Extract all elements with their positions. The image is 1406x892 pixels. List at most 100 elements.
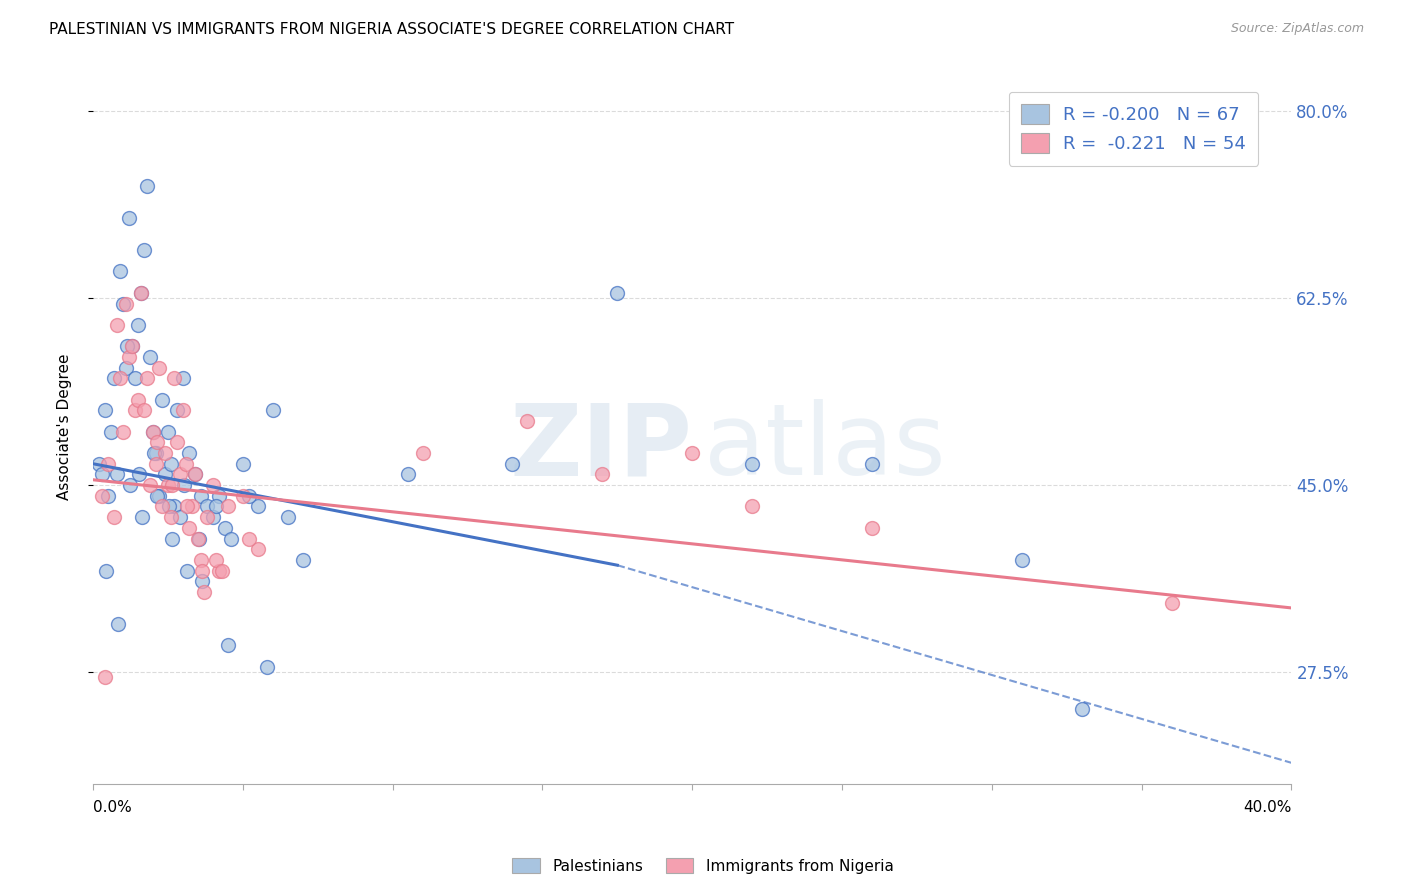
Text: PALESTINIAN VS IMMIGRANTS FROM NIGERIA ASSOCIATE'S DEGREE CORRELATION CHART: PALESTINIAN VS IMMIGRANTS FROM NIGERIA A… xyxy=(49,22,734,37)
Point xyxy=(396,467,419,482)
Point xyxy=(205,553,228,567)
Point xyxy=(256,659,278,673)
Point xyxy=(157,500,180,514)
Point xyxy=(195,510,218,524)
Point xyxy=(115,296,138,310)
Point xyxy=(94,403,117,417)
Point xyxy=(211,564,233,578)
Point xyxy=(214,521,236,535)
Point xyxy=(139,350,162,364)
Point xyxy=(291,553,314,567)
Point xyxy=(118,350,141,364)
Point xyxy=(166,403,188,417)
Point xyxy=(232,489,254,503)
Point xyxy=(124,371,146,385)
Point xyxy=(145,457,167,471)
Point xyxy=(142,425,165,439)
Point xyxy=(160,457,183,471)
Point xyxy=(153,467,176,482)
Point xyxy=(176,564,198,578)
Point xyxy=(217,500,239,514)
Point xyxy=(118,211,141,225)
Point xyxy=(105,318,128,332)
Point xyxy=(516,414,538,428)
Point xyxy=(124,403,146,417)
Point xyxy=(201,478,224,492)
Point xyxy=(121,339,143,353)
Point xyxy=(145,446,167,460)
Point xyxy=(166,435,188,450)
Point xyxy=(412,446,434,460)
Point xyxy=(129,285,152,300)
Point xyxy=(208,489,231,503)
Point xyxy=(184,467,207,482)
Point xyxy=(107,617,129,632)
Point xyxy=(238,532,260,546)
Point xyxy=(177,446,200,460)
Point xyxy=(115,360,138,375)
Point xyxy=(860,521,883,535)
Point xyxy=(143,446,166,460)
Point xyxy=(1160,596,1182,610)
Point xyxy=(191,564,214,578)
Point xyxy=(97,489,120,503)
Point xyxy=(177,521,200,535)
Point xyxy=(94,670,117,684)
Point xyxy=(87,457,110,471)
Point xyxy=(105,467,128,482)
Point xyxy=(190,489,212,503)
Point xyxy=(100,425,122,439)
Text: ZIP: ZIP xyxy=(509,400,692,496)
Point xyxy=(97,457,120,471)
Point xyxy=(191,574,214,589)
Point xyxy=(741,457,763,471)
Point xyxy=(132,243,155,257)
Point xyxy=(156,478,179,492)
Y-axis label: Associate's Degree: Associate's Degree xyxy=(58,353,72,500)
Text: 0.0%: 0.0% xyxy=(93,800,132,815)
Point xyxy=(150,500,173,514)
Point xyxy=(195,500,218,514)
Point xyxy=(96,564,118,578)
Point xyxy=(146,435,169,450)
Point xyxy=(190,553,212,567)
Point xyxy=(172,371,194,385)
Point xyxy=(148,489,170,503)
Point xyxy=(146,489,169,503)
Point xyxy=(205,500,228,514)
Point xyxy=(111,296,134,310)
Point xyxy=(117,339,139,353)
Point xyxy=(163,500,186,514)
Point xyxy=(131,510,153,524)
Point xyxy=(162,532,184,546)
Text: atlas: atlas xyxy=(704,400,946,496)
Point xyxy=(180,500,202,514)
Point xyxy=(136,179,159,194)
Point xyxy=(148,360,170,375)
Point xyxy=(172,403,194,417)
Point xyxy=(103,371,125,385)
Point xyxy=(217,638,239,652)
Point xyxy=(187,532,209,546)
Point xyxy=(91,467,114,482)
Point xyxy=(1070,702,1092,716)
Point xyxy=(238,489,260,503)
Point xyxy=(176,500,198,514)
Point xyxy=(184,467,207,482)
Point xyxy=(150,392,173,407)
Point xyxy=(142,425,165,439)
Point xyxy=(860,457,883,471)
Point xyxy=(139,478,162,492)
Legend: Palestinians, Immigrants from Nigeria: Palestinians, Immigrants from Nigeria xyxy=(506,852,900,880)
Point xyxy=(741,500,763,514)
Text: Source: ZipAtlas.com: Source: ZipAtlas.com xyxy=(1230,22,1364,36)
Text: 40.0%: 40.0% xyxy=(1243,800,1292,815)
Point xyxy=(208,564,231,578)
Point xyxy=(591,467,613,482)
Point xyxy=(160,510,183,524)
Point xyxy=(606,285,628,300)
Point xyxy=(103,510,125,524)
Point xyxy=(277,510,299,524)
Legend: R = -0.200   N = 67, R =  -0.221   N = 54: R = -0.200 N = 67, R = -0.221 N = 54 xyxy=(1008,92,1258,166)
Point xyxy=(111,425,134,439)
